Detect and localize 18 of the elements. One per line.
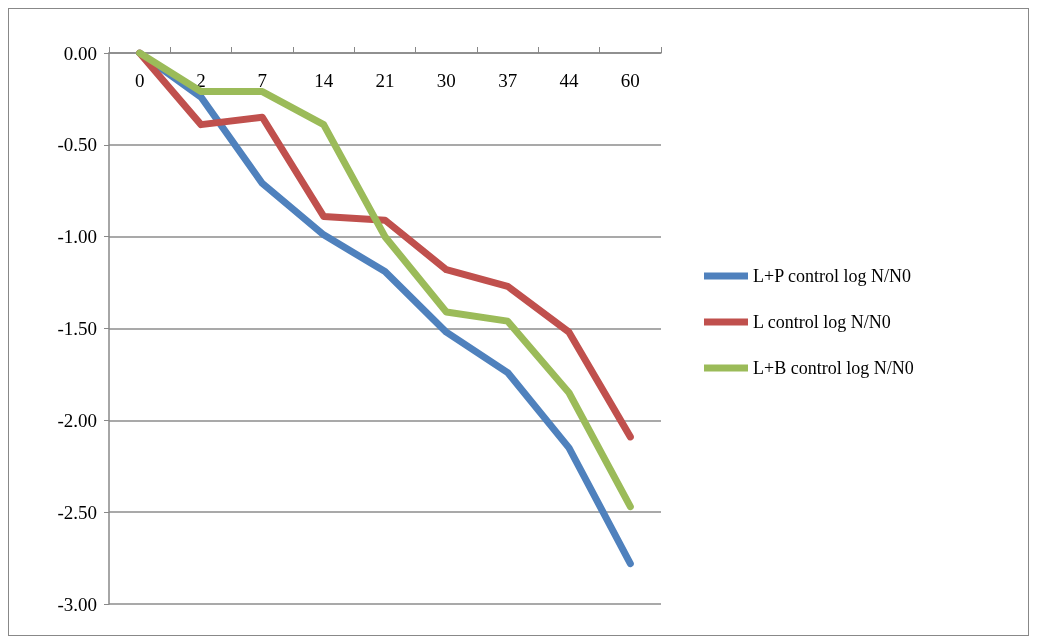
y-tick-label: -3.00 (57, 593, 97, 615)
x-tick-label: 7 (257, 70, 268, 91)
x-tick-label: 60 (620, 70, 640, 91)
y-tick-label: -2.00 (57, 409, 97, 431)
legend-label: L+P control log N/N0 (753, 266, 911, 286)
legend-label: L control log N/N0 (753, 312, 891, 332)
y-tick-label: -1.50 (57, 318, 97, 339)
x-tick-label: 14 (314, 70, 334, 91)
legend-label: L+B control log N/N0 (753, 358, 914, 378)
x-tick-label: 0 (134, 70, 145, 91)
x-tick-label: 21 (375, 70, 395, 91)
y-tick-label: 0.00 (63, 42, 97, 64)
y-tick-label: -2.50 (57, 501, 97, 523)
y-tick-label: -1.00 (57, 226, 97, 248)
x-tick-label: 37 (498, 70, 518, 91)
x-tick-label: 44 (559, 70, 579, 91)
x-tick-label: 30 (436, 70, 456, 91)
y-tick-label: -0.50 (57, 134, 97, 156)
